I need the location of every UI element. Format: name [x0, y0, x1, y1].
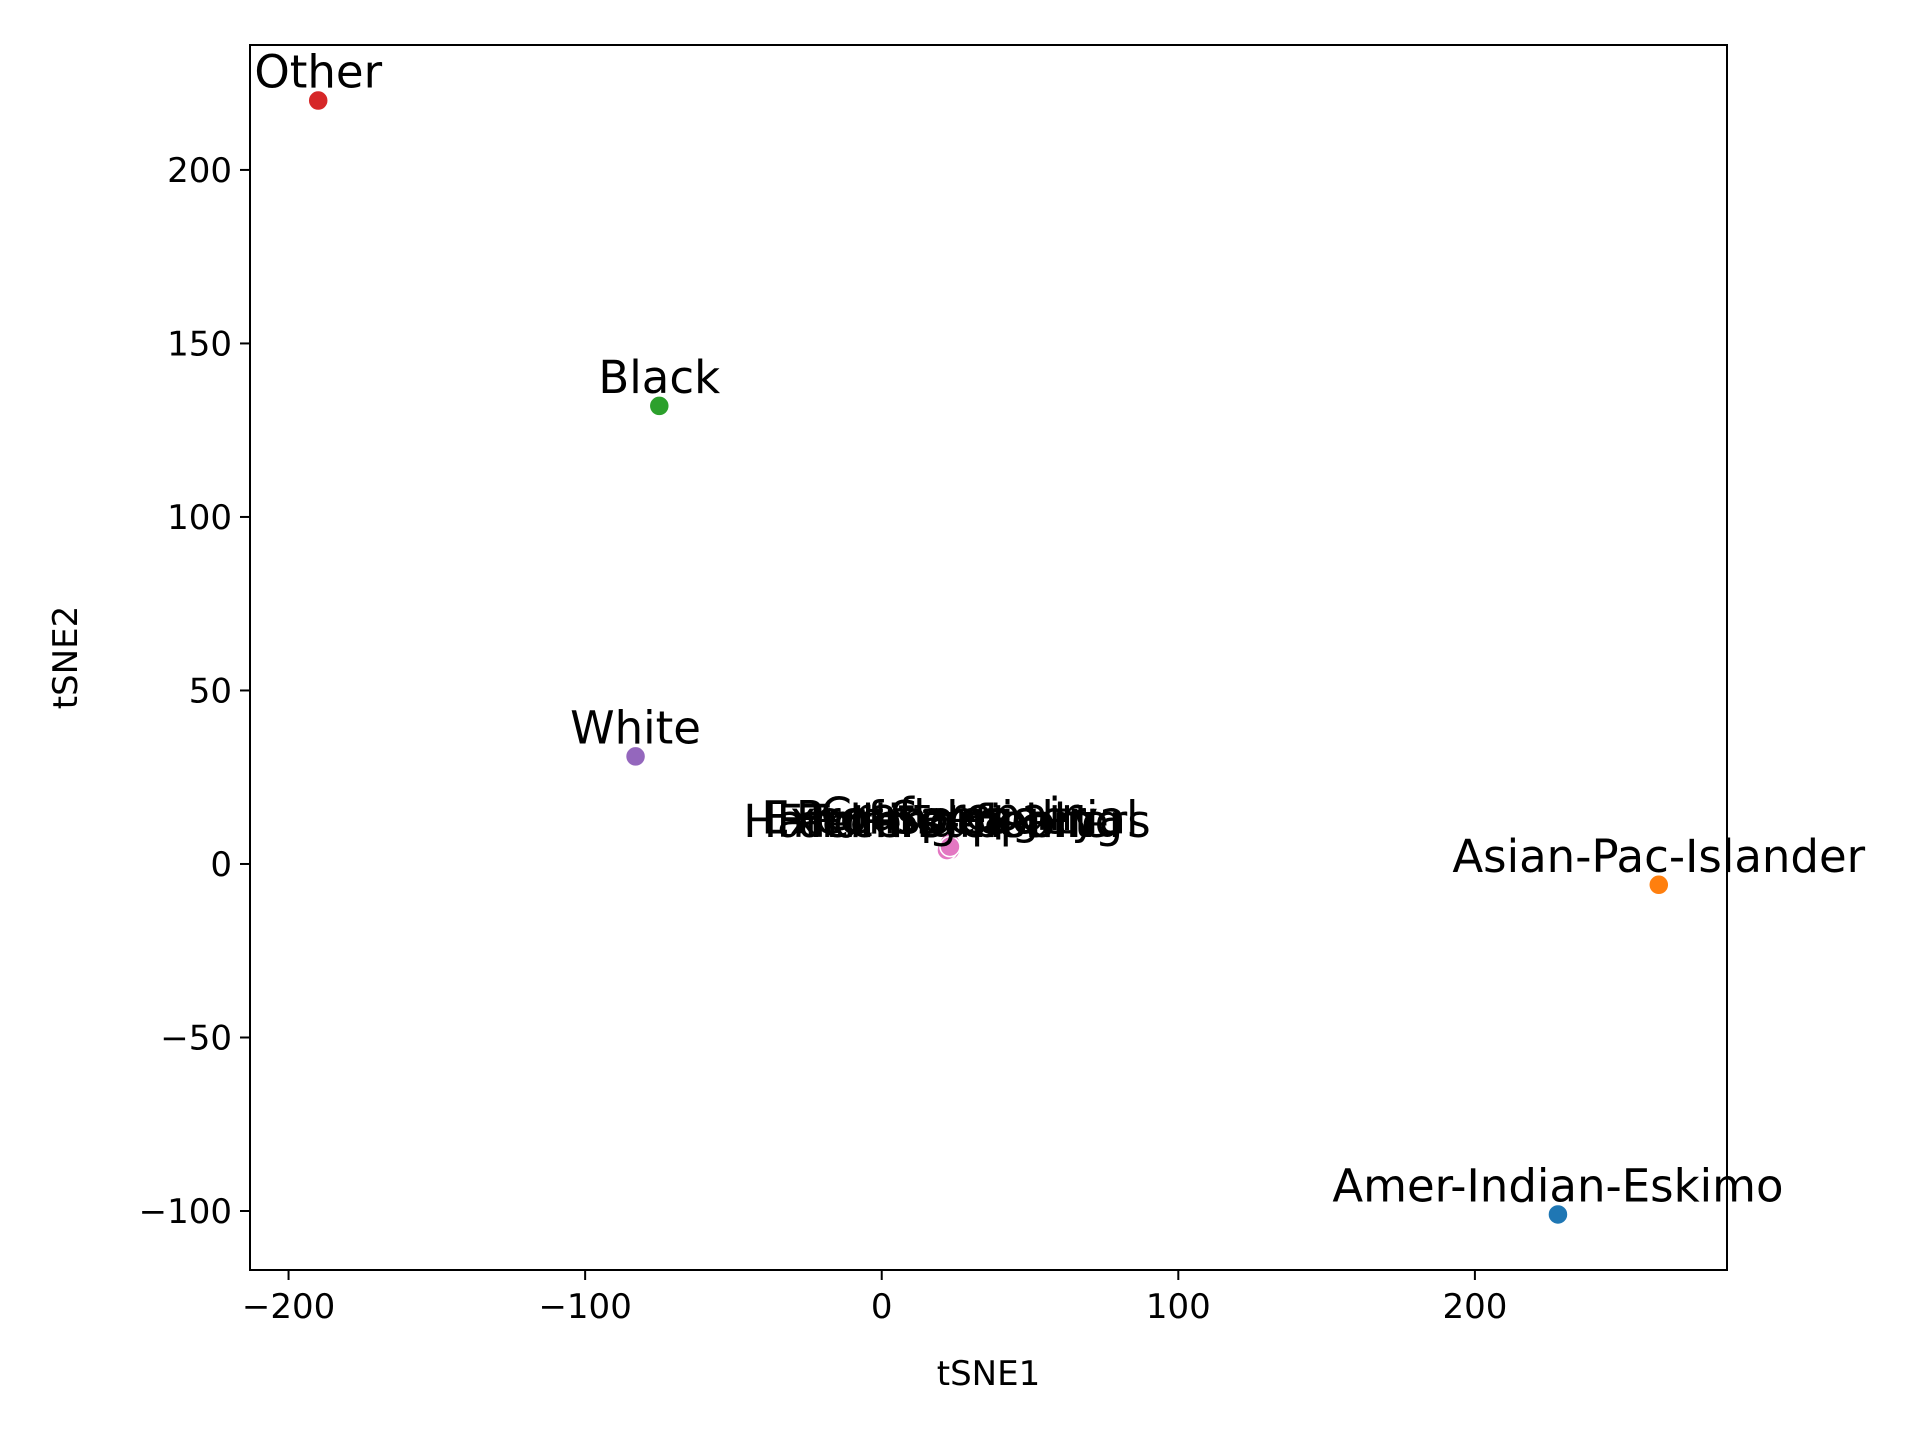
scatter-point: [648, 395, 671, 417]
y-tick-label: 200: [167, 151, 232, 191]
x-tick-label: 200: [1442, 1287, 1507, 1327]
y-tick-label: 50: [189, 671, 232, 711]
y-tick-label: 150: [167, 324, 232, 364]
point-label: Craft-repair: [821, 788, 1080, 841]
x-tick-label: −200: [242, 1287, 335, 1327]
x-tick-label: 100: [1146, 1287, 1211, 1327]
marks-layer: [307, 89, 1670, 1226]
plot-frame: [249, 44, 1728, 1271]
point-label: Amer-Indian-Eskimo: [1332, 1159, 1783, 1212]
point-label: Handlers-cleaners: [743, 795, 1151, 848]
x-tick-label: −100: [538, 1287, 631, 1327]
scatter-point: [307, 89, 329, 112]
x-axis-title: tSNE1: [937, 1354, 1040, 1394]
x-tick-label: 0: [871, 1287, 893, 1327]
y-axis-title: tSNE2: [46, 606, 86, 709]
point-label: White: [570, 701, 701, 754]
point-label: Farming-fishing: [777, 795, 1124, 848]
scatter-point: [939, 835, 961, 858]
y-tick-label: 100: [167, 498, 232, 538]
point-label: Black: [598, 351, 720, 404]
scatter-point: [1547, 1203, 1569, 1226]
point-label: Prof-specialty: [796, 792, 1098, 845]
scatter-point: [1648, 874, 1670, 896]
y-tick-label: 0: [210, 845, 232, 885]
point-label: Tech-support: [801, 795, 1092, 848]
x-axis-ticks: −200 −100 0 100 200: [242, 1270, 1507, 1327]
scatter-point: [624, 745, 647, 768]
point-labels-layer: Other Black White Asian-Pac-Islander Amer-In…: [254, 46, 1865, 1213]
point-label: Sales: [890, 792, 1010, 845]
point-label: Other: [254, 46, 382, 99]
point-label: Exec-managerial: [761, 792, 1138, 845]
y-axis-ticks: −100 −50 0 50 100 150 200: [139, 151, 250, 1232]
y-tick-label: −100: [139, 1192, 232, 1232]
y-tick-label: −50: [160, 1018, 232, 1058]
point-label: Asian-Pac-Islander: [1452, 830, 1865, 883]
